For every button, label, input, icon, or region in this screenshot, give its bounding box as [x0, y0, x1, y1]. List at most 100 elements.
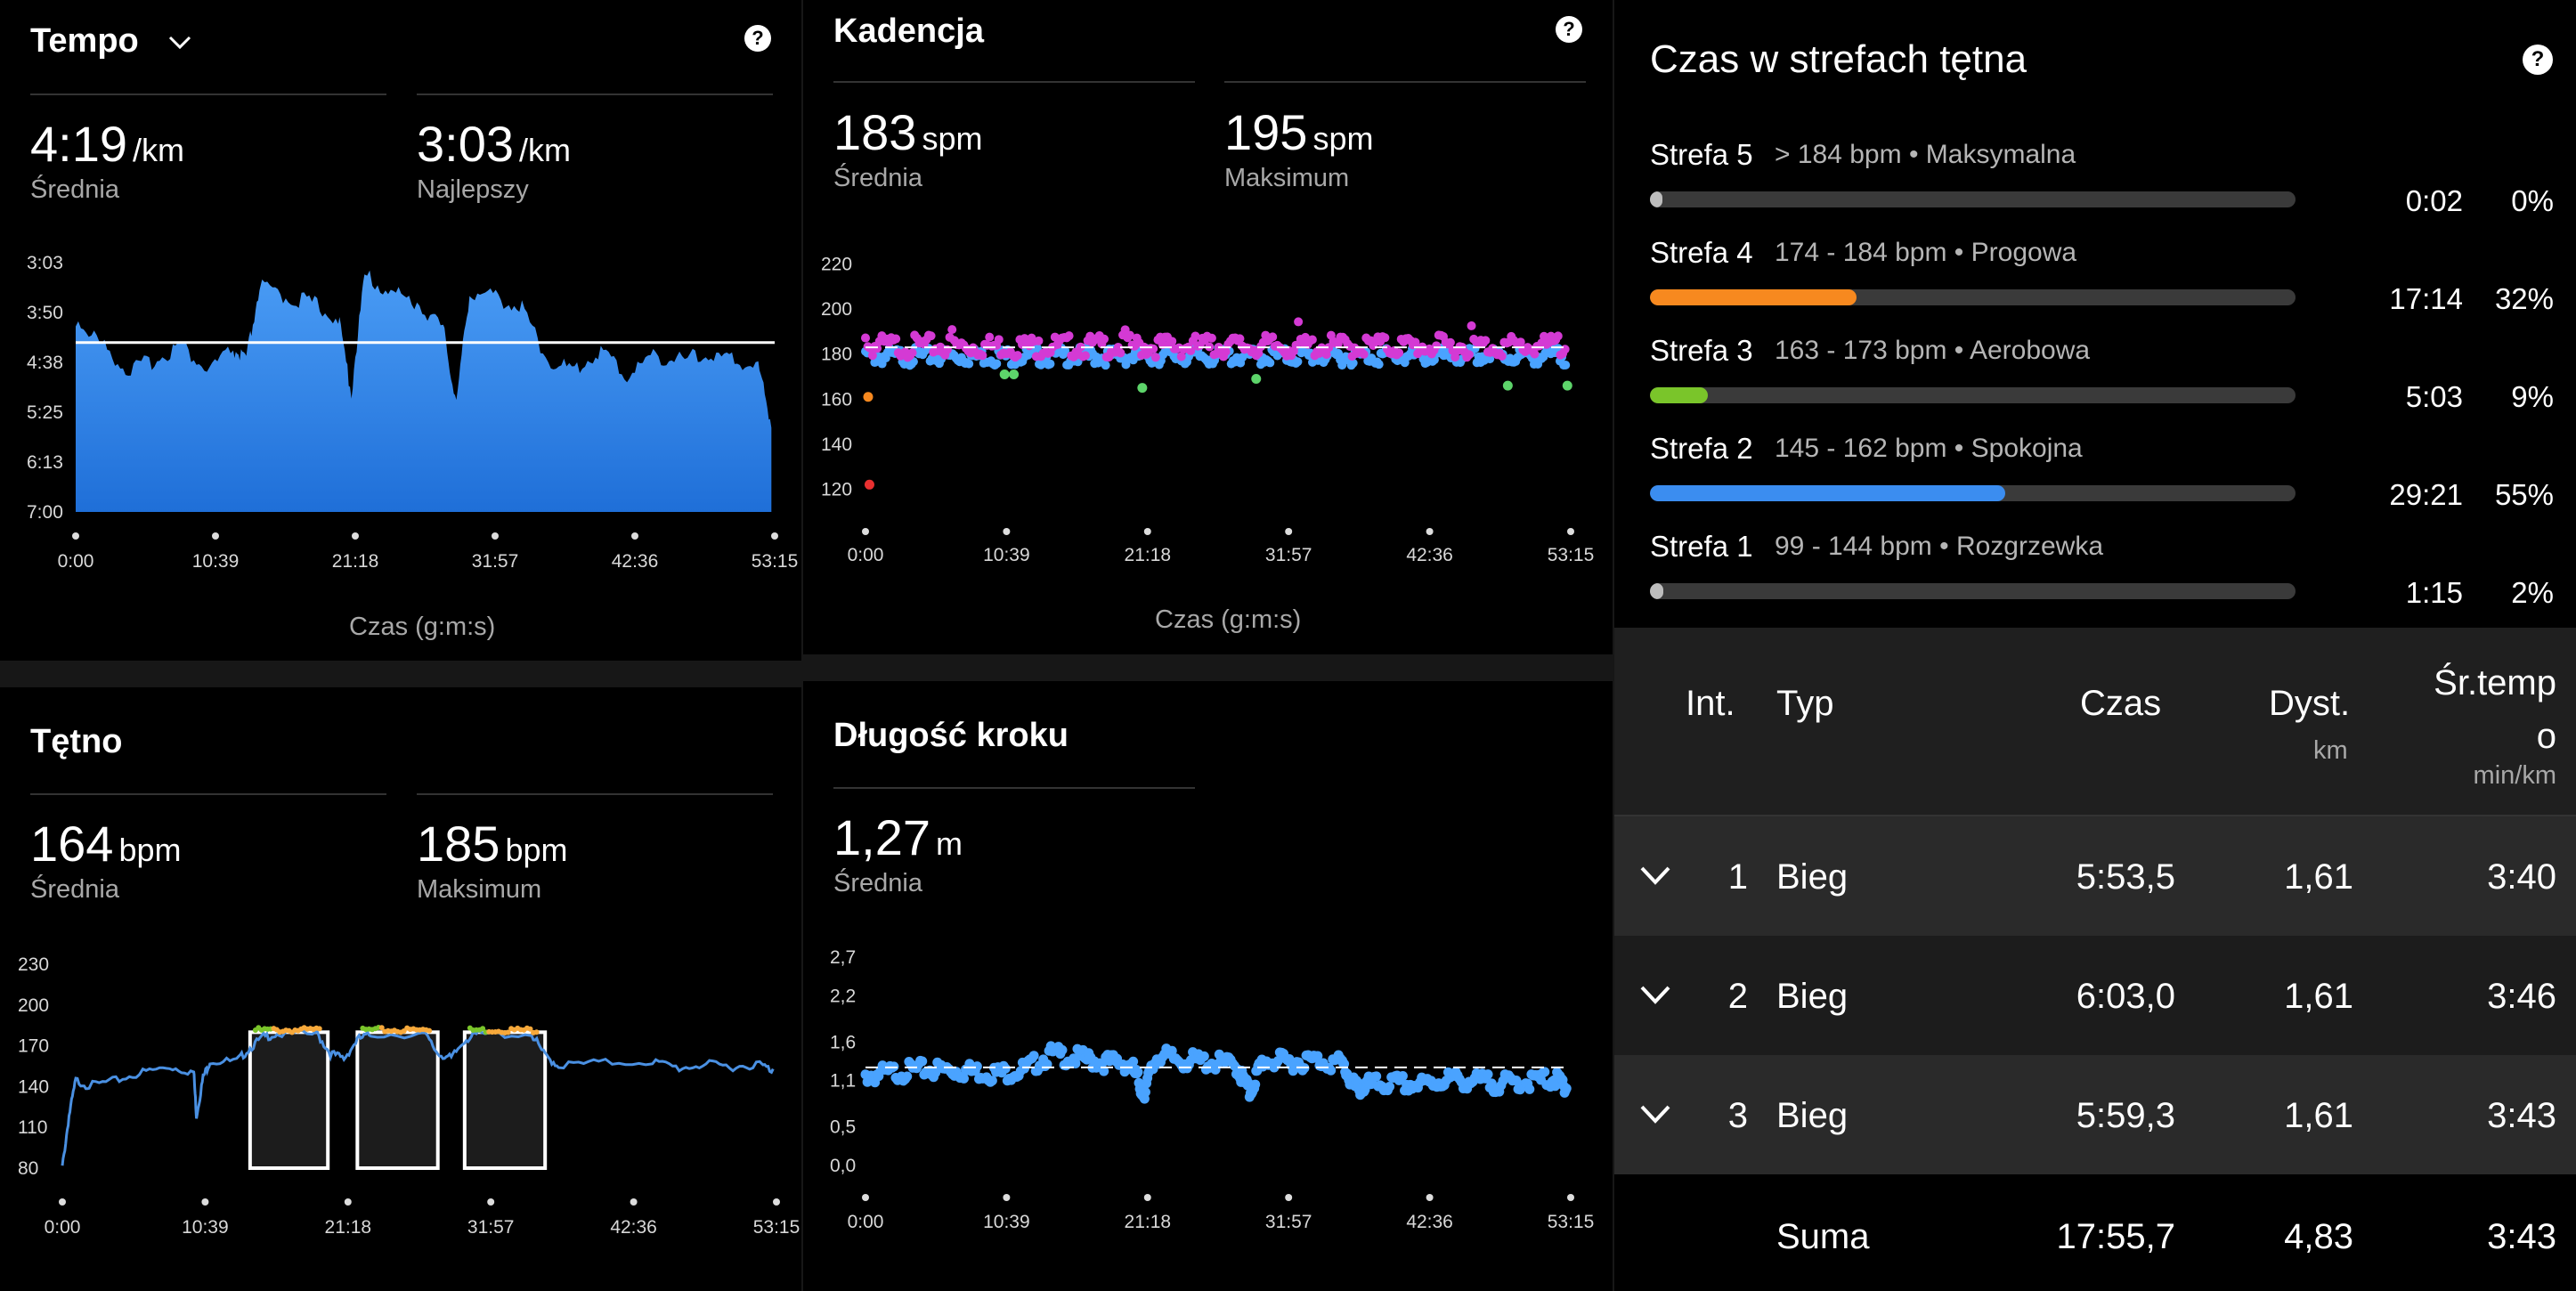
cadence-point	[1176, 352, 1186, 361]
x-tick-dot	[352, 532, 359, 540]
interval-box	[462, 1030, 548, 1171]
zone-percent: 55%	[2494, 478, 2554, 511]
x-tick-label: 31:57	[1265, 545, 1312, 563]
lap-row[interactable]: 2 Bieg 6:03,0 1,61 3:46	[1614, 936, 2576, 1055]
cadence-point	[1380, 333, 1390, 343]
header-time[interactable]: Czas	[2080, 684, 2162, 723]
cadence-point	[1167, 337, 1177, 346]
y-tick-label: 5:25	[27, 402, 63, 423]
x-tick-label: 0:00	[848, 1212, 884, 1232]
divider	[1614, 815, 2576, 816]
stride-point	[1070, 1058, 1081, 1068]
divider	[30, 793, 386, 795]
total-pace: 3:43	[2487, 1217, 2556, 1256]
heart-rate-title: Tętno	[30, 723, 123, 760]
cadence-point	[1268, 332, 1278, 342]
cadence-point	[891, 334, 901, 344]
header-type[interactable]: Typ	[1776, 684, 1834, 723]
cadence-outlier	[1502, 380, 1513, 391]
y-tick-label: 6:13	[27, 452, 63, 473]
cadence-point	[867, 351, 877, 361]
x-tick-dot	[1285, 528, 1293, 535]
y-tick-label: 140	[821, 434, 852, 455]
cadence-point	[1012, 351, 1022, 361]
zone-percent: 32%	[2494, 282, 2554, 315]
zone-marker	[505, 1029, 511, 1035]
hr-avg-value: 164 bpm	[30, 816, 182, 872]
zone-bar	[1650, 289, 2296, 305]
cadence-outlier	[999, 369, 1010, 379]
stride-point	[1312, 1051, 1323, 1061]
lap-time: 5:59,3	[2076, 1096, 2175, 1135]
lap-number: 3	[1727, 1096, 1748, 1135]
x-tick-dot	[212, 532, 219, 540]
zone-time: 17:14	[2389, 282, 2463, 315]
zone-bar	[1650, 191, 2296, 207]
help-icon[interactable]: ?	[2523, 45, 2553, 75]
heart-rate-panel: Tętno 164 bpm Średnia 185 bpm Maksimum 230…	[0, 687, 801, 1291]
header-dist[interactable]: Dyst.	[2269, 684, 2351, 723]
chevron-down-icon[interactable]	[1637, 863, 1673, 889]
stride-point	[1483, 1069, 1493, 1080]
cadence-x-axis-title: Czas (g:m:s)	[1155, 605, 1302, 634]
x-tick-label: 31:57	[1265, 1212, 1312, 1232]
x-tick-dot	[771, 532, 778, 540]
x-tick-label: 31:57	[467, 1217, 515, 1238]
zone-marker	[533, 1029, 540, 1035]
x-tick-dot	[1567, 528, 1574, 535]
hr-max-value: 185 bpm	[417, 816, 568, 872]
x-tick-dot	[1143, 528, 1151, 535]
chevron-down-icon[interactable]	[167, 34, 192, 52]
cadence-point	[1321, 350, 1331, 360]
stride-chart[interactable]: 2,7 2,2 1,6 1,1 0,5 0,0 0:00 10:39 21:18 31:57 42:…	[803, 941, 1613, 1288]
chevron-down-icon[interactable]	[1637, 982, 1673, 1009]
hr-zones-panel: Czas w strefach tętna ? Strefa 5 > 184 bp…	[1614, 0, 2576, 628]
stride-avg-label: Średnia	[833, 869, 922, 897]
cadence-point	[978, 351, 987, 361]
laps-total-row: Suma 17:55,7 4,83 3:43	[1614, 1174, 2576, 1291]
help-icon[interactable]: ?	[1556, 16, 1582, 43]
cadence-point	[1034, 336, 1044, 345]
pace-title[interactable]: Tempo	[30, 22, 192, 61]
pace-best-label: Najlepszy	[417, 175, 529, 204]
chevron-down-icon[interactable]	[1637, 1101, 1673, 1128]
heart-rate-chart[interactable]: 230 200 170 140 110 80 0:00 10:39 21:18 31:57 42:3…	[0, 944, 801, 1291]
pace-best-value: 3:03/km	[417, 116, 571, 172]
cadence-point	[1432, 341, 1442, 351]
y-tick-label: 2,2	[830, 986, 856, 1006]
stride-point	[1385, 1081, 1395, 1092]
lap-row[interactable]: 3 Bieg 5:59,3 1,61 3:43	[1614, 1055, 2576, 1174]
help-icon[interactable]: ?	[744, 25, 771, 52]
cadence-point	[1359, 349, 1369, 359]
y-tick-label: 0,0	[830, 1156, 856, 1176]
cadence-point	[1080, 351, 1090, 361]
cadence-chart[interactable]: 220 200 180 160 140 120 0:00 10:39 21:18 31:57 42:…	[803, 233, 1613, 563]
lap-type: Bieg	[1776, 977, 1849, 1016]
y-tick-label: 220	[821, 255, 852, 275]
x-tick-label: 53:15	[1548, 545, 1595, 563]
zone-name: Strefa 4	[1650, 236, 1753, 269]
header-int[interactable]: Int.	[1686, 684, 1735, 723]
x-tick-dot	[72, 532, 79, 540]
laps-header: Int. Typ Czas Dyst. km Śr.temp o min/km	[1614, 628, 2576, 815]
cadence-point	[1540, 331, 1549, 341]
zone-marker	[316, 1026, 322, 1032]
lap-row[interactable]: 1 Bieg 5:53,5 1,61 3:40	[1614, 816, 2576, 936]
zone-time: 29:21	[2389, 478, 2463, 511]
cadence-point	[1064, 331, 1074, 341]
y-tick-label: 230	[18, 954, 49, 975]
header-pace[interactable]: Śr.temp o	[2434, 663, 2556, 756]
lap-pace: 3:43	[2487, 1096, 2556, 1135]
cadence-point	[1374, 360, 1384, 369]
lap-time: 5:53,5	[2076, 857, 2175, 897]
x-tick-label: 21:18	[1125, 1212, 1172, 1232]
stride-point	[1339, 1059, 1350, 1069]
x-tick-label: 0:00	[58, 551, 94, 572]
x-tick-dot	[1003, 528, 1011, 535]
pace-chart[interactable]: 3:03 3:50 4:38 5:25 6:13 7:00 0:00 10:39 21:18 31…	[0, 245, 801, 574]
cadence-point	[1045, 359, 1055, 369]
cadence-point	[1265, 358, 1275, 368]
pace-avg-value: 4:19/km	[30, 116, 184, 172]
cadence-point	[1561, 360, 1571, 369]
cadence-avg-label: Średnia	[833, 164, 922, 192]
